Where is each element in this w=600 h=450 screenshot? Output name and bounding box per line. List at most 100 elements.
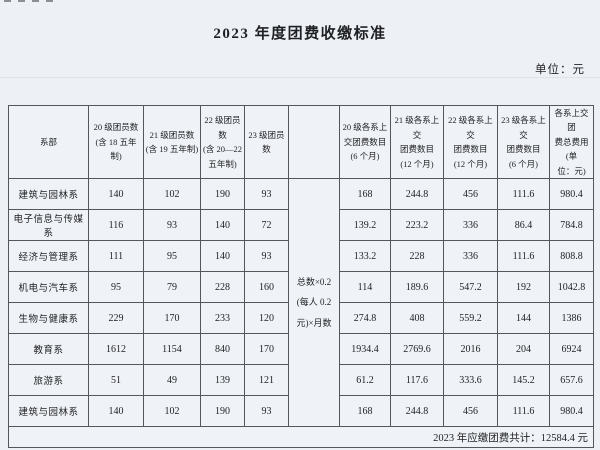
- fee-cell: 456: [443, 178, 498, 211]
- fee-cell: 980.4: [549, 395, 594, 428]
- table-row: 建筑与园林系 140 102 190 93 168 244.8 456 111.…: [8, 395, 594, 428]
- page-title: 2023 年度团费收缴标准: [213, 26, 387, 42]
- count-cell: 72: [244, 209, 289, 242]
- count-cell: 93: [244, 178, 289, 211]
- count-cell: 93: [143, 209, 201, 242]
- count-cell: 1154: [143, 333, 201, 366]
- header-cell-grade22-count: 22 级团员数 (含 20—22 五年制): [200, 104, 245, 180]
- count-cell: 228: [200, 271, 245, 304]
- footer-total-cell: 2023 年应缴团费共计：12584.4 元: [8, 426, 594, 449]
- count-cell: 93: [244, 240, 289, 273]
- fee-cell: 2769.6: [390, 333, 444, 366]
- dept-cell: 生物与健康系: [8, 302, 89, 335]
- count-cell: 116: [88, 209, 144, 242]
- fee-cell: 144: [497, 302, 550, 335]
- dept-cell: 旅游系: [8, 364, 89, 397]
- header-cell-dept: 系部: [8, 104, 89, 180]
- fee-cell: 336: [443, 209, 498, 242]
- count-cell: 51: [88, 364, 144, 397]
- unit-label: 单位：元: [535, 64, 585, 76]
- header-cell-grade22-fee: 22 级各系上交 团费数目 (12 个月): [443, 104, 498, 180]
- count-cell: 120: [244, 302, 289, 335]
- header-cell-grade23-fee: 23 级各系上交 团费数目 (6 个月): [497, 104, 550, 180]
- fee-cell: 274.8: [339, 302, 391, 335]
- fee-cell: 228: [390, 240, 444, 273]
- fee-cell: 192: [497, 271, 550, 304]
- count-cell: 170: [143, 302, 201, 335]
- header-cell-total-fee: 各系上交团 费总费用(单 位：元): [549, 104, 594, 180]
- count-cell: 170: [244, 333, 289, 366]
- fee-cell: 1386: [549, 302, 594, 335]
- count-cell: 95: [143, 240, 201, 273]
- fee-cell: 86.4: [497, 209, 550, 242]
- count-cell: 95: [88, 271, 144, 304]
- fee-cell: 2016: [443, 333, 498, 366]
- header-cell-grade21-count: 21 级团员数 (含 19 五年制): [143, 104, 201, 180]
- fee-cell: 408: [390, 302, 444, 335]
- fee-cell: 336: [443, 240, 498, 273]
- table-row: 电子信息与传媒系 116 93 140 72 139.2 223.2 336 8…: [8, 209, 594, 242]
- fee-cell: 223.2: [390, 209, 444, 242]
- count-cell: 49: [143, 364, 201, 397]
- fee-cell: 139.2: [339, 209, 391, 242]
- fee-table: 系部 20 级团员数 (含 18 五年制) 21 级团员数 (含 19 五年制)…: [8, 104, 594, 449]
- header-cell-grade21-fee: 21 级各系上交 团费数目 (12 个月): [390, 104, 444, 180]
- fee-cell: 547.2: [443, 271, 498, 304]
- dept-cell: 经济与管理系: [8, 240, 89, 273]
- count-cell: 121: [244, 364, 289, 397]
- fee-cell: 111.6: [497, 178, 550, 211]
- header-cell-formula: [288, 104, 340, 180]
- table-row: 旅游系 51 49 139 121 61.2 117.6 333.6 145.2…: [8, 364, 594, 397]
- fee-cell: 145.2: [497, 364, 550, 397]
- fee-cell: 111.6: [497, 395, 550, 428]
- table-row: 教育系 1612 1154 840 170 1934.4 2769.6 2016…: [8, 333, 594, 366]
- dept-cell: 机电与汽车系: [8, 271, 89, 304]
- fee-cell: 114: [339, 271, 391, 304]
- dept-cell: 教育系: [8, 333, 89, 366]
- header-cell-grade20-count: 20 级团员数 (含 18 五年制): [88, 104, 144, 180]
- count-cell: 139: [200, 364, 245, 397]
- dept-cell: 电子信息与传媒系: [8, 209, 89, 242]
- count-cell: 1612: [88, 333, 144, 366]
- fee-cell: 111.6: [497, 240, 550, 273]
- fee-cell: 559.2: [443, 302, 498, 335]
- count-cell: 233: [200, 302, 245, 335]
- fee-cell: 168: [339, 395, 391, 428]
- table-row: 机电与汽车系 95 79 228 160 114 189.6 547.2 192…: [8, 271, 594, 304]
- fee-cell: 6924: [549, 333, 594, 366]
- count-cell: 140: [88, 395, 144, 428]
- fee-cell: 1042.8: [549, 271, 594, 304]
- table-row: 建筑与园林系 140 102 190 93 总数×0.2 (每人 0.2 元)×…: [8, 178, 594, 428]
- fee-cell: 61.2: [339, 364, 391, 397]
- fee-cell: 117.6: [390, 364, 444, 397]
- header-cell-grade23-count: 23 级团员数: [244, 104, 289, 180]
- fee-cell: 333.6: [443, 364, 498, 397]
- header-cell-grade20-fee: 20 级各系上 交团费数目 (6 个月): [339, 104, 391, 180]
- dept-cell: 建筑与园林系: [8, 178, 89, 211]
- fee-cell: 456: [443, 395, 498, 428]
- table-footer-row: 2023 年应缴团费共计：12584.4 元: [8, 426, 594, 449]
- fee-cell: 244.8: [390, 395, 444, 428]
- table-header-row: 系部 20 级团员数 (含 18 五年制) 21 级团员数 (含 19 五年制)…: [8, 104, 594, 180]
- fee-cell: 244.8: [390, 178, 444, 211]
- count-cell: 93: [244, 395, 289, 428]
- faint-divider-line: [0, 77, 600, 78]
- count-cell: 140: [88, 178, 144, 211]
- scan-artifact-marks: [4, 0, 53, 2]
- fee-cell: 204: [497, 333, 550, 366]
- count-cell: 102: [143, 395, 201, 428]
- fee-cell: 1934.4: [339, 333, 391, 366]
- fee-cell: 657.6: [549, 364, 594, 397]
- formula-cell: 总数×0.2 (每人 0.2 元)×月数: [288, 178, 340, 428]
- count-cell: 190: [200, 178, 245, 211]
- count-cell: 140: [200, 209, 245, 242]
- fee-cell: 189.6: [390, 271, 444, 304]
- fee-cell: 133.2: [339, 240, 391, 273]
- count-cell: 229: [88, 302, 144, 335]
- count-cell: 140: [200, 240, 245, 273]
- dept-cell: 建筑与园林系: [8, 395, 89, 428]
- count-cell: 840: [200, 333, 245, 366]
- table-row: 生物与健康系 229 170 233 120 274.8 408 559.2 1…: [8, 302, 594, 335]
- count-cell: 190: [200, 395, 245, 428]
